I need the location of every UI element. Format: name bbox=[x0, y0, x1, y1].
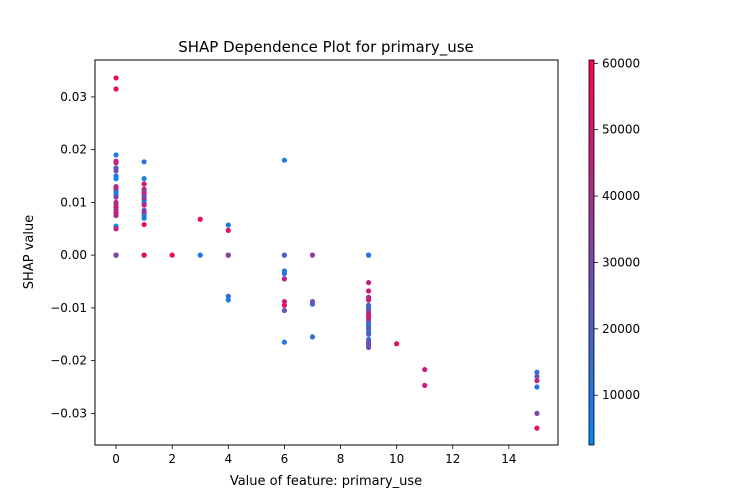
data-point bbox=[534, 425, 540, 431]
data-point bbox=[169, 252, 175, 258]
x-tick-label: 10 bbox=[389, 452, 404, 466]
data-point bbox=[309, 301, 316, 307]
y-axis-label: SHAP value bbox=[22, 215, 37, 289]
data-point bbox=[225, 227, 231, 233]
data-point bbox=[225, 252, 231, 258]
chart-title: SHAP Dependence Plot for primary_use bbox=[178, 38, 474, 57]
data-point bbox=[113, 194, 119, 200]
data-point bbox=[281, 298, 288, 305]
colorbar-tick-label: 40000 bbox=[602, 189, 640, 203]
data-point bbox=[534, 369, 540, 375]
data-point bbox=[365, 297, 372, 303]
data-point bbox=[113, 168, 119, 174]
data-point bbox=[281, 157, 288, 163]
colorbar-tick-label: 50000 bbox=[602, 123, 640, 137]
data-point bbox=[422, 382, 428, 388]
data-point bbox=[281, 307, 288, 314]
colorbar-tick-label: 60000 bbox=[602, 56, 640, 70]
data-point bbox=[365, 252, 372, 258]
data-point bbox=[225, 297, 231, 303]
data-point bbox=[365, 288, 372, 294]
data-point bbox=[534, 410, 540, 416]
y-tick-label: 0.03 bbox=[60, 90, 87, 104]
x-axis-label: Value of feature: primary_use bbox=[230, 474, 422, 489]
y-tick-label: 0.01 bbox=[60, 195, 87, 209]
x-tick-label: 12 bbox=[445, 452, 460, 466]
data-point bbox=[113, 75, 119, 81]
scatter-points bbox=[113, 75, 540, 431]
data-point bbox=[141, 176, 147, 182]
x-tick-label: 14 bbox=[501, 452, 516, 466]
data-point bbox=[141, 252, 147, 258]
x-tick-label: 8 bbox=[337, 452, 345, 466]
data-point bbox=[309, 252, 316, 258]
y-tick-label: 0.02 bbox=[60, 143, 87, 157]
data-point bbox=[534, 373, 540, 380]
data-point bbox=[141, 181, 147, 187]
y-tick-label: −0.03 bbox=[50, 406, 87, 420]
data-point bbox=[309, 334, 316, 340]
colorbar-ticks: 10000 20000 30000 40000 50000 60000 bbox=[594, 56, 640, 402]
data-point bbox=[281, 339, 288, 345]
data-point bbox=[141, 215, 147, 221]
y-axis-ticks: −0.03 −0.02 −0.01 0.00 0.01 0.02 0.03 bbox=[50, 90, 95, 420]
x-tick-label: 4 bbox=[224, 452, 232, 466]
x-tick-label: 0 bbox=[112, 452, 120, 466]
y-tick-label: −0.01 bbox=[50, 301, 87, 315]
data-point bbox=[365, 279, 372, 286]
data-point bbox=[113, 226, 119, 232]
colorbar-tick-label: 20000 bbox=[602, 322, 640, 336]
data-point bbox=[534, 384, 540, 390]
colorbar bbox=[588, 59, 595, 446]
data-point bbox=[225, 222, 231, 228]
data-point bbox=[113, 152, 119, 158]
data-point bbox=[141, 221, 147, 228]
data-point bbox=[281, 276, 288, 282]
data-point bbox=[365, 344, 372, 351]
data-point bbox=[422, 366, 428, 373]
plot-frame bbox=[94, 59, 559, 446]
x-tick-label: 2 bbox=[168, 452, 176, 466]
data-point bbox=[281, 252, 288, 258]
data-point bbox=[534, 378, 540, 384]
data-point bbox=[113, 212, 119, 219]
data-point bbox=[113, 252, 119, 258]
data-point bbox=[141, 159, 147, 165]
data-point bbox=[113, 160, 119, 166]
data-point bbox=[141, 202, 147, 208]
data-point bbox=[197, 216, 203, 222]
colorbar-tick-label: 10000 bbox=[602, 388, 640, 402]
data-point bbox=[225, 293, 231, 299]
y-tick-label: −0.02 bbox=[50, 354, 87, 368]
colorbar-tick-label: 30000 bbox=[602, 255, 640, 269]
data-point bbox=[281, 271, 288, 277]
data-point bbox=[113, 86, 119, 92]
x-axis-ticks: 0 2 4 6 8 10 12 14 bbox=[112, 445, 517, 466]
data-point bbox=[394, 341, 400, 347]
data-point bbox=[113, 176, 119, 182]
x-tick-label: 6 bbox=[281, 452, 289, 466]
data-point bbox=[281, 302, 288, 308]
y-tick-label: 0.00 bbox=[60, 248, 87, 262]
data-point bbox=[197, 252, 203, 258]
data-point bbox=[365, 331, 372, 337]
